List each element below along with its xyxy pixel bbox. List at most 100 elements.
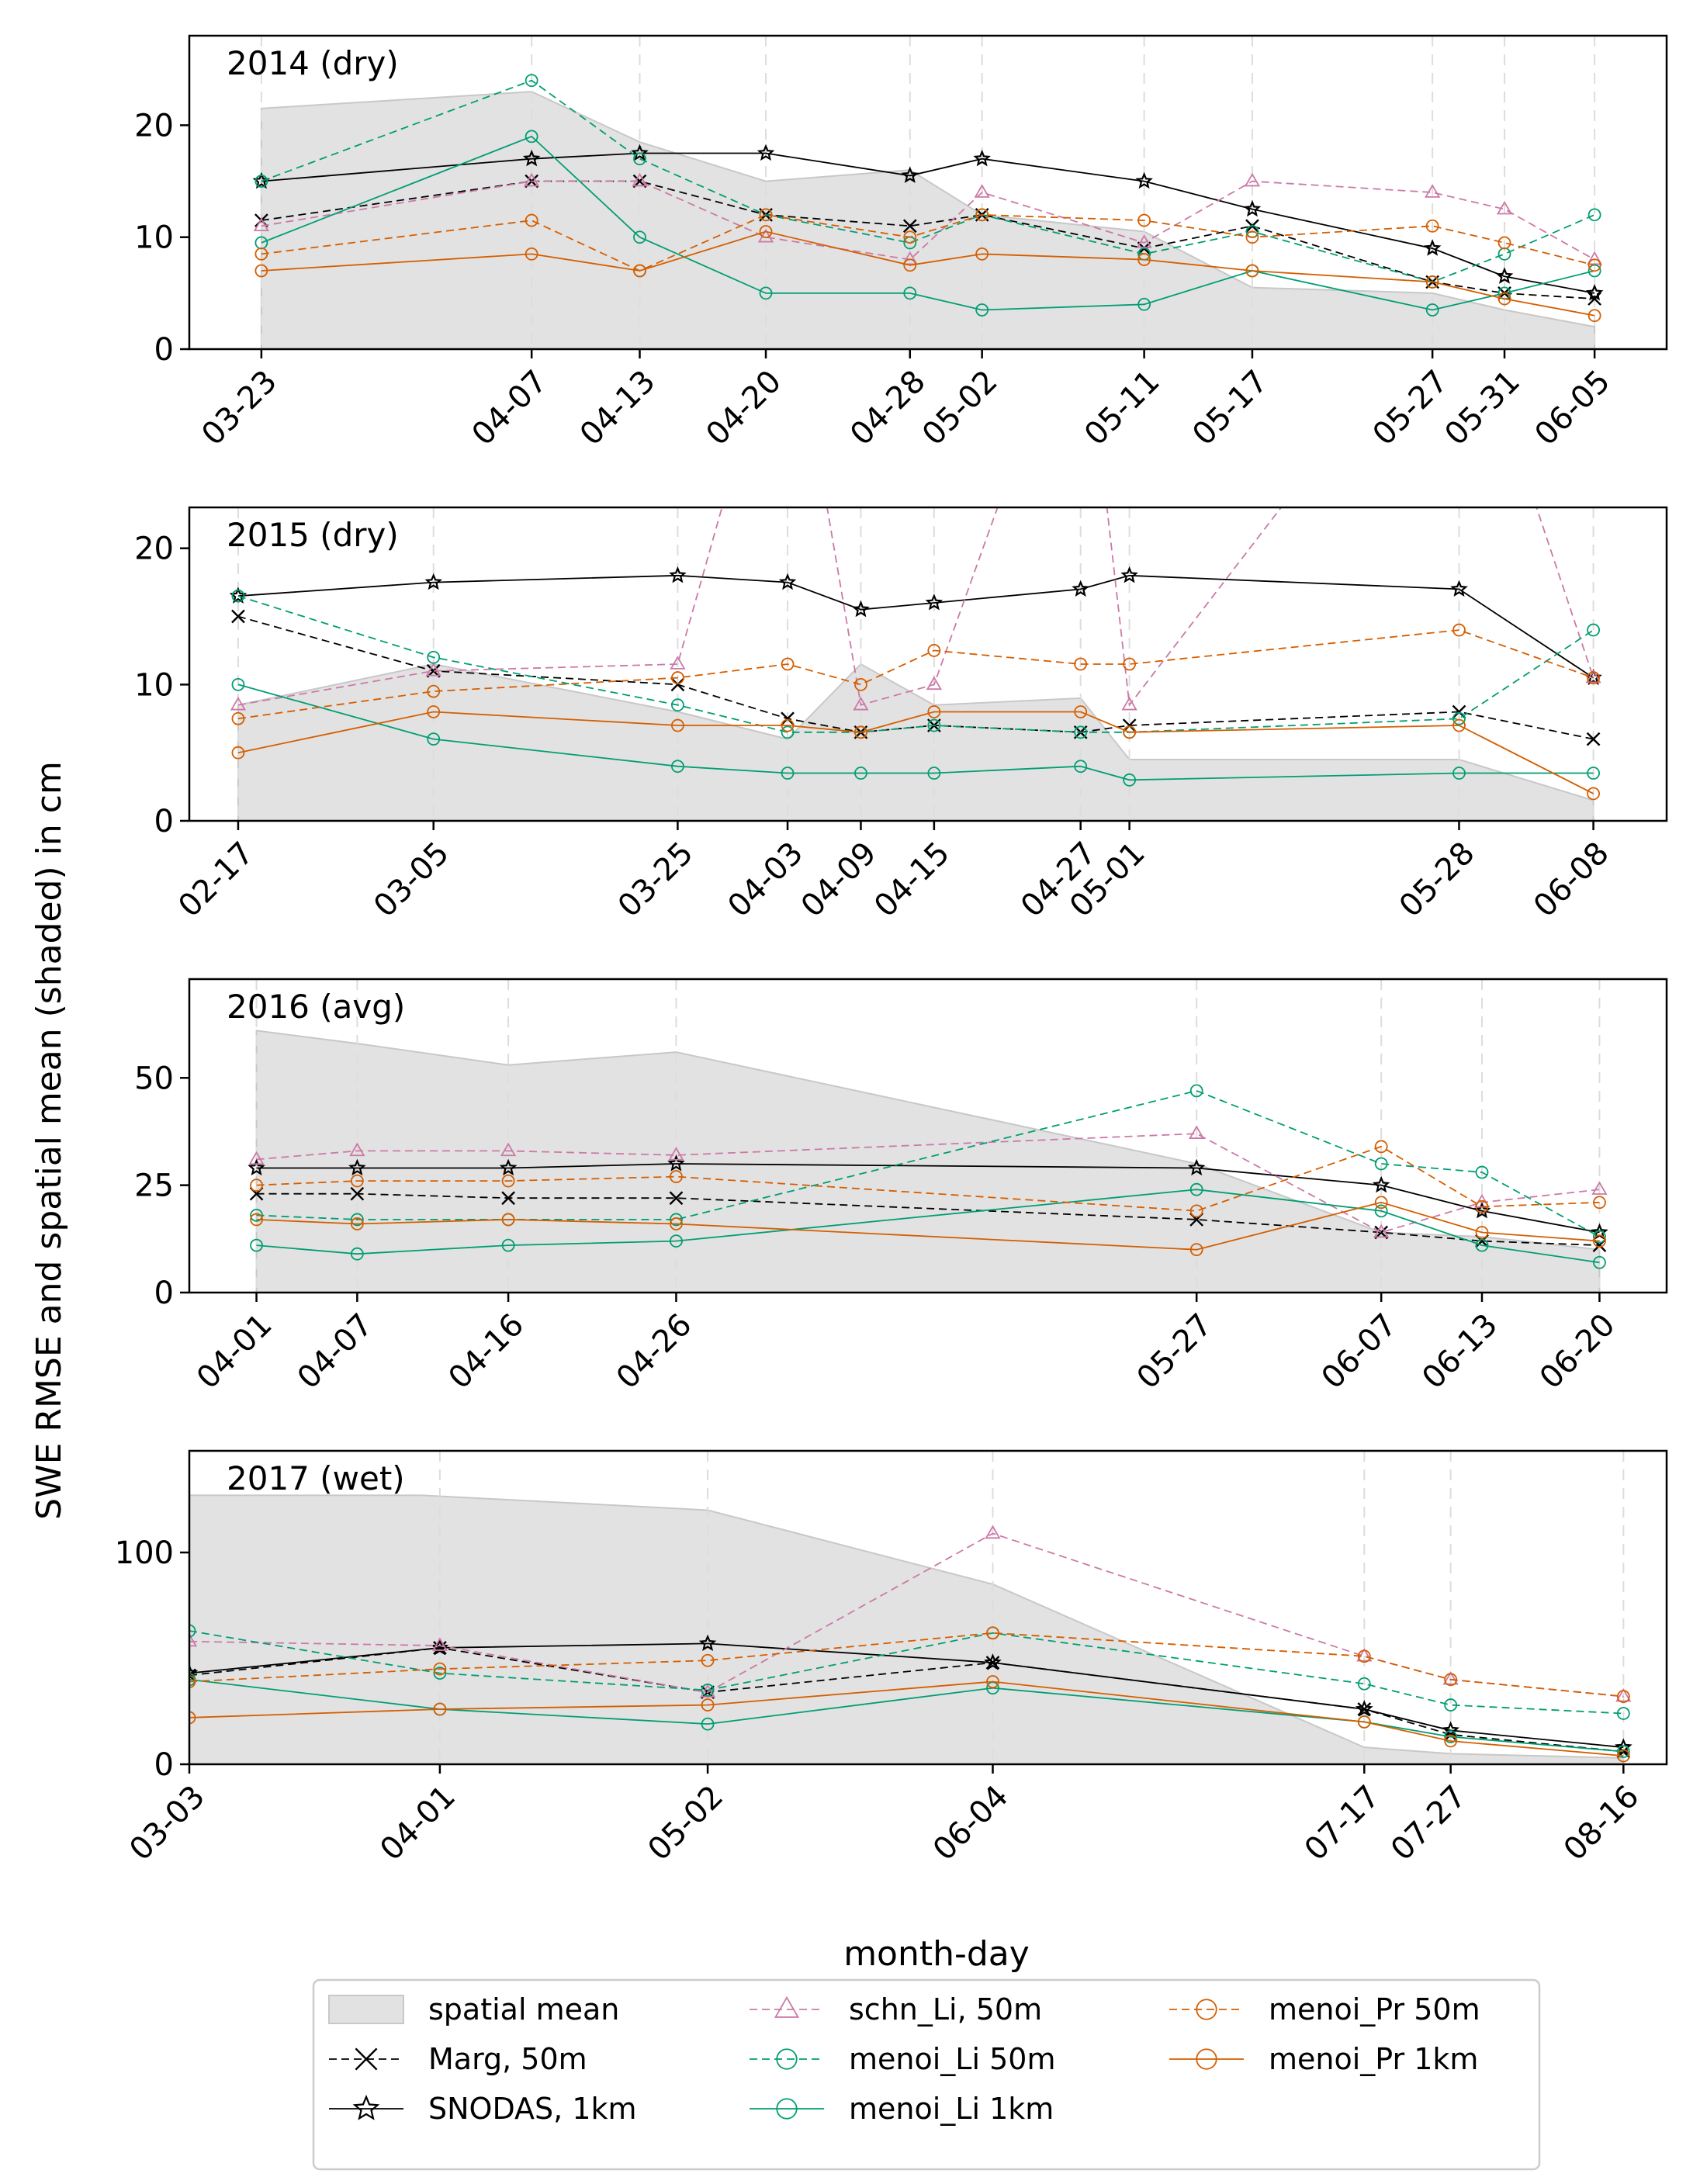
point-mPr50-05-01 xyxy=(1123,657,1137,671)
point-mLi50-03-23 xyxy=(254,175,268,188)
plot-area xyxy=(248,979,1608,1293)
y-tick-label: 20 xyxy=(134,531,174,567)
legend-label-mPr1k: menoi_Pr 1km xyxy=(1269,2042,1478,2076)
legend-marker-mPr1k xyxy=(1196,2048,1217,2070)
series-line-mLi50 xyxy=(189,1630,1624,1715)
point-mPr1k-03-23 xyxy=(254,264,268,278)
point-mPr1k-03-05 xyxy=(427,705,441,718)
point-mPr1k-04-03 xyxy=(781,718,795,732)
point-mLi1k-04-07 xyxy=(350,1247,364,1261)
y-tick-label: 0 xyxy=(154,332,174,368)
point-mPr1k-04-13 xyxy=(633,264,646,278)
point-schn-07-17 xyxy=(1356,1647,1373,1662)
point-schn-04-28 xyxy=(902,251,918,265)
point-SNODAS-04-16 xyxy=(499,1158,518,1176)
point-mLi1k-03-25 xyxy=(671,760,684,774)
point-mPr50-04-20 xyxy=(759,208,773,222)
point-Marg-04-28 xyxy=(902,219,917,234)
point-Marg-04-16 xyxy=(501,1191,515,1206)
point-SNODAS-04-26 xyxy=(667,1154,685,1172)
point-Marg-06-05 xyxy=(1587,292,1601,306)
point-SNODAS-07-17 xyxy=(1355,1700,1373,1717)
panel-title: 2017 (wet) xyxy=(227,1459,405,1497)
y-tick-label: 50 xyxy=(134,1061,174,1096)
point-SNODAS-05-01 xyxy=(1120,566,1138,583)
point-mPr1k-05-02 xyxy=(701,1698,715,1712)
point-mPr1k-03-03 xyxy=(189,1711,196,1725)
point-mPr50-05-27 xyxy=(1189,1204,1203,1218)
point-mPr1k-04-27 xyxy=(1074,705,1088,718)
point-mPr1k-04-09 xyxy=(854,725,867,739)
point-mPr50-04-27 xyxy=(1074,657,1088,671)
point-SNODAS-04-15 xyxy=(925,594,943,611)
point-SNODAS-04-27 xyxy=(1072,580,1090,597)
point-mPr1k-05-01 xyxy=(1123,725,1137,739)
point-SNODAS-05-31 xyxy=(1495,267,1514,284)
point-mPr50-06-07 xyxy=(1374,1140,1388,1154)
point-mPr1k-06-07 xyxy=(1374,1196,1388,1210)
point-mLi50-04-01 xyxy=(250,1208,263,1222)
point-schn-05-02 xyxy=(974,184,990,198)
point-schn-04-07 xyxy=(524,172,540,187)
series-line-mPr1k xyxy=(256,1201,1600,1251)
point-mLi50-06-08 xyxy=(1587,623,1600,637)
point-schn-06-05 xyxy=(1587,251,1603,265)
legend-entry-mLi1k: menoi_Li 1km xyxy=(750,2092,1054,2126)
point-schn-06-07 xyxy=(1373,1224,1390,1238)
point-mPr50-03-03 xyxy=(189,1675,196,1688)
point-mLi1k-04-01 xyxy=(250,1238,263,1252)
point-mLi50-04-15 xyxy=(927,718,941,732)
point-mLi50-04-27 xyxy=(1074,725,1088,739)
legend-marker-mLi1k xyxy=(776,2098,798,2120)
plot-area xyxy=(229,507,1602,821)
point-mPr1k-03-25 xyxy=(671,718,684,732)
point-mPr1k-06-04 xyxy=(986,1675,999,1688)
point-mPr50-04-28 xyxy=(903,230,917,244)
point-mLi50-05-02 xyxy=(701,1684,715,1697)
series-line-schn xyxy=(261,180,1595,261)
point-schn-03-25 xyxy=(670,656,686,670)
plot-area xyxy=(252,36,1604,349)
point-mLi50-04-03 xyxy=(781,725,795,739)
point-Marg-03-25 xyxy=(670,677,685,692)
point-mPr1k-06-20 xyxy=(1593,1234,1606,1248)
point-mLi50-07-17 xyxy=(1357,1677,1371,1691)
point-mPr50-04-01 xyxy=(250,1179,263,1192)
point-mLi1k-04-16 xyxy=(501,1238,515,1252)
legend: spatial mean Marg, 50m SNODAS, 1km schn_Li,… xyxy=(312,1978,1541,2171)
point-mPr1k-04-26 xyxy=(670,1217,683,1230)
point-mPr50-05-02 xyxy=(701,1653,715,1667)
point-mLi1k-05-28 xyxy=(1452,767,1466,780)
legend-label-Marg: Marg, 50m xyxy=(428,2042,587,2076)
point-schn-05-27 xyxy=(1189,1125,1205,1139)
point-mPr50-04-16 xyxy=(501,1174,515,1188)
point-mPr1k-05-02 xyxy=(975,247,989,261)
point-mLi1k-04-13 xyxy=(633,230,646,244)
series-line-mPr1k xyxy=(261,230,1595,317)
legend-box xyxy=(312,1978,1541,2171)
point-mLi50-03-25 xyxy=(671,698,684,712)
point-mLi50-04-01 xyxy=(433,1667,447,1680)
point-mLi1k-04-26 xyxy=(670,1234,683,1248)
legend-entry-mPr50: menoi_Pr 50m xyxy=(1169,1992,1480,2027)
point-Marg-04-03 xyxy=(781,711,795,726)
point-mPr50-03-25 xyxy=(671,671,684,684)
point-schn-05-17 xyxy=(1244,172,1261,187)
point-mPr50-05-17 xyxy=(1245,230,1259,244)
point-Marg-04-07 xyxy=(350,1186,365,1201)
point-SNODAS-04-01 xyxy=(431,1639,449,1656)
panel-frame xyxy=(188,34,1668,351)
point-SNODAS-03-03 xyxy=(189,1663,199,1681)
point-SNODAS-07-27 xyxy=(1442,1721,1459,1738)
legend-marker-mPr50 xyxy=(1196,1999,1217,2020)
point-mLi50-03-03 xyxy=(189,1624,196,1638)
point-mPr50-04-03 xyxy=(781,657,795,671)
panel-frame xyxy=(188,978,1668,1294)
point-mLi1k-06-07 xyxy=(1374,1204,1388,1218)
point-mLi50-06-20 xyxy=(1593,1230,1606,1244)
series-line-mLi50 xyxy=(256,1089,1600,1237)
legend-entry-SNODAS: SNODAS, 1km xyxy=(329,2092,637,2126)
point-mPr50-04-01 xyxy=(433,1662,447,1676)
point-Marg-05-01 xyxy=(1122,718,1137,732)
